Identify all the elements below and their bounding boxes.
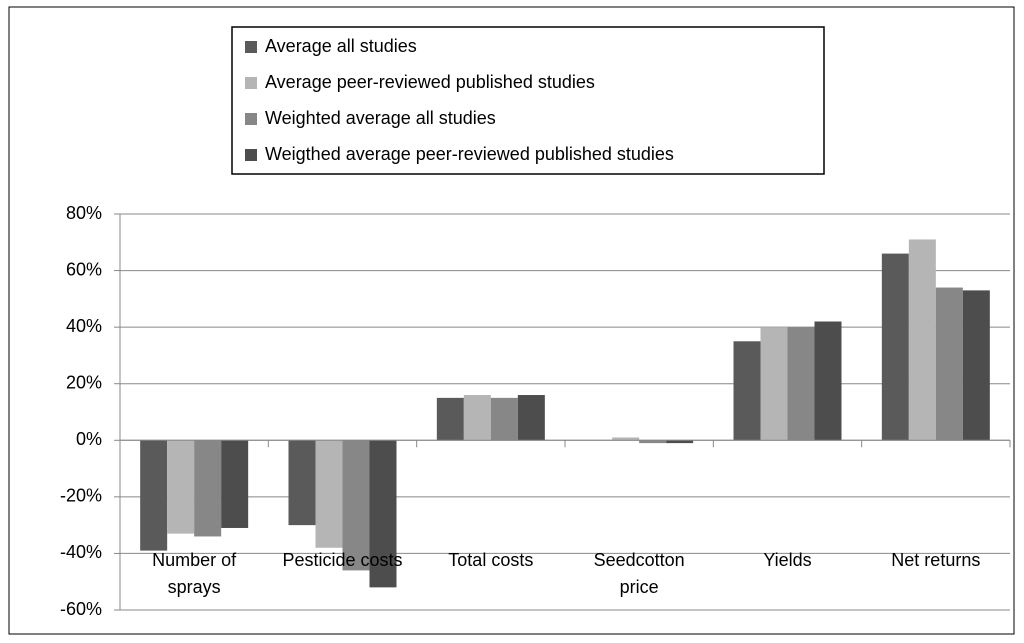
bar (612, 437, 640, 441)
y-tick-label: -60% (60, 599, 102, 619)
legend-label: Weighted average all studies (265, 108, 496, 128)
y-tick-label: 40% (66, 316, 102, 336)
bar (760, 327, 788, 441)
legend-swatch (245, 77, 257, 89)
bar (490, 397, 518, 441)
bar (315, 440, 343, 548)
x-tick-label: Total costs (448, 550, 534, 570)
x-tick-label: Seedcotton price (593, 550, 685, 597)
bar (436, 397, 464, 441)
bar (881, 253, 909, 441)
legend-label: Weigthed average peer-reviewed published… (265, 144, 674, 164)
legend-box (231, 26, 825, 175)
bar (639, 440, 667, 444)
y-tick-label: 60% (66, 259, 102, 279)
bar (908, 239, 936, 441)
x-tick-label: Net returns (891, 550, 981, 570)
bar (733, 341, 761, 441)
bar (666, 440, 694, 444)
bar (140, 440, 168, 551)
bar (787, 327, 815, 441)
legend-swatch (245, 149, 257, 161)
bar (342, 440, 370, 571)
bar (463, 395, 491, 441)
bar (935, 287, 963, 441)
y-tick-label: -20% (60, 486, 102, 506)
y-tick-label: -40% (60, 542, 102, 562)
bar (167, 440, 195, 534)
x-tick-label: Yields (763, 550, 812, 570)
x-tick-label: Number of sprays (152, 550, 237, 597)
bar (288, 440, 316, 526)
y-tick-label: 0% (76, 429, 102, 449)
bar (517, 395, 545, 441)
bar (814, 321, 842, 441)
bar (962, 290, 990, 441)
x-tick-label: Pesticide costs (282, 550, 403, 570)
bar (194, 440, 222, 537)
legend-label: Average all studies (265, 36, 417, 56)
legend-label: Average peer-reviewed published studies (265, 72, 595, 92)
legend-swatch (245, 41, 257, 53)
y-tick-label: 80% (66, 203, 102, 223)
bar (221, 440, 249, 528)
y-tick-label: 20% (66, 372, 102, 392)
bar (369, 440, 397, 588)
legend-swatch (245, 113, 257, 125)
